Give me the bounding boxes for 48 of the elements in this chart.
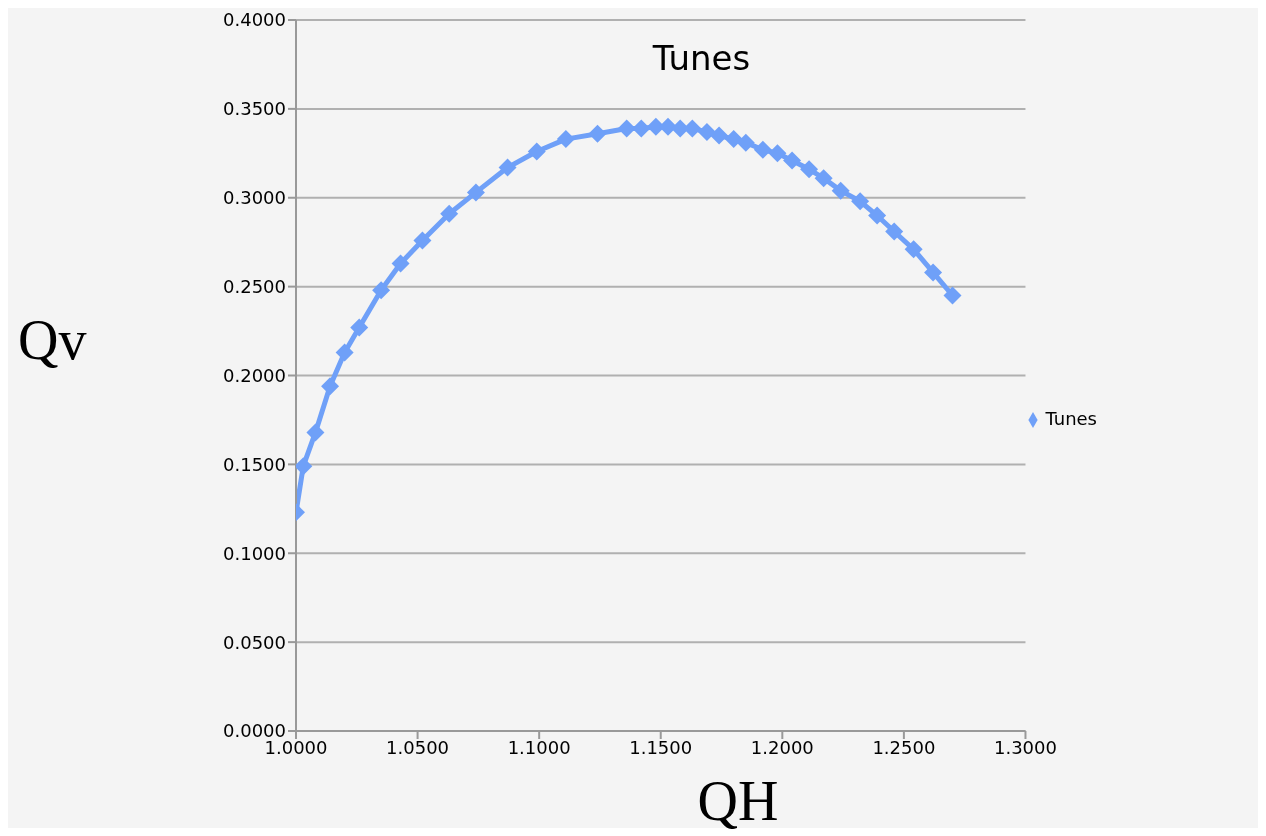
point xyxy=(885,222,904,241)
y-tick-label: 0.1500 xyxy=(223,453,286,475)
point xyxy=(868,206,887,225)
y-tick-label: 0.3000 xyxy=(223,187,286,209)
x-axis-title: QH xyxy=(696,770,780,832)
y-tick-label: 0.0500 xyxy=(223,631,286,653)
point xyxy=(904,240,923,259)
point xyxy=(814,169,833,188)
x-tick-label: 1.1500 xyxy=(629,736,693,758)
point xyxy=(943,286,962,305)
x-tick-label: 1.3000 xyxy=(993,736,1057,758)
point xyxy=(724,130,743,149)
point xyxy=(783,151,802,170)
y-tick-label: 0.4000 xyxy=(223,9,286,31)
point xyxy=(372,281,391,300)
point xyxy=(768,144,787,163)
y-tick-label: 0.2500 xyxy=(223,276,286,298)
text: Tunes xyxy=(651,38,752,78)
x-tick-label: 1.2000 xyxy=(750,736,814,758)
point xyxy=(498,158,517,177)
y-tick-label: 0.3500 xyxy=(223,98,286,120)
point xyxy=(527,142,546,161)
x-tick-label: 1.0500 xyxy=(386,736,450,758)
point xyxy=(710,126,729,145)
point xyxy=(697,122,716,141)
x-tick-label: 1.1000 xyxy=(507,736,571,758)
point xyxy=(440,204,459,223)
point xyxy=(335,343,354,362)
point xyxy=(306,423,325,442)
point xyxy=(413,231,432,250)
x-tick-label: 1.2500 xyxy=(872,736,936,758)
point xyxy=(800,160,819,179)
legend-label: Tunes xyxy=(1045,407,1097,429)
point xyxy=(350,318,369,337)
y-axis-title: Qv xyxy=(18,308,87,372)
point xyxy=(851,192,870,211)
point xyxy=(736,133,755,152)
y-tick-label: 0.1000 xyxy=(223,542,286,564)
y-tick-label: 0.2000 xyxy=(223,364,286,386)
point xyxy=(588,124,607,143)
point xyxy=(466,183,485,202)
point xyxy=(556,130,575,149)
point xyxy=(321,377,340,396)
point xyxy=(924,263,943,282)
point xyxy=(831,181,850,200)
point xyxy=(296,457,313,476)
point xyxy=(391,254,410,273)
point xyxy=(753,140,772,159)
